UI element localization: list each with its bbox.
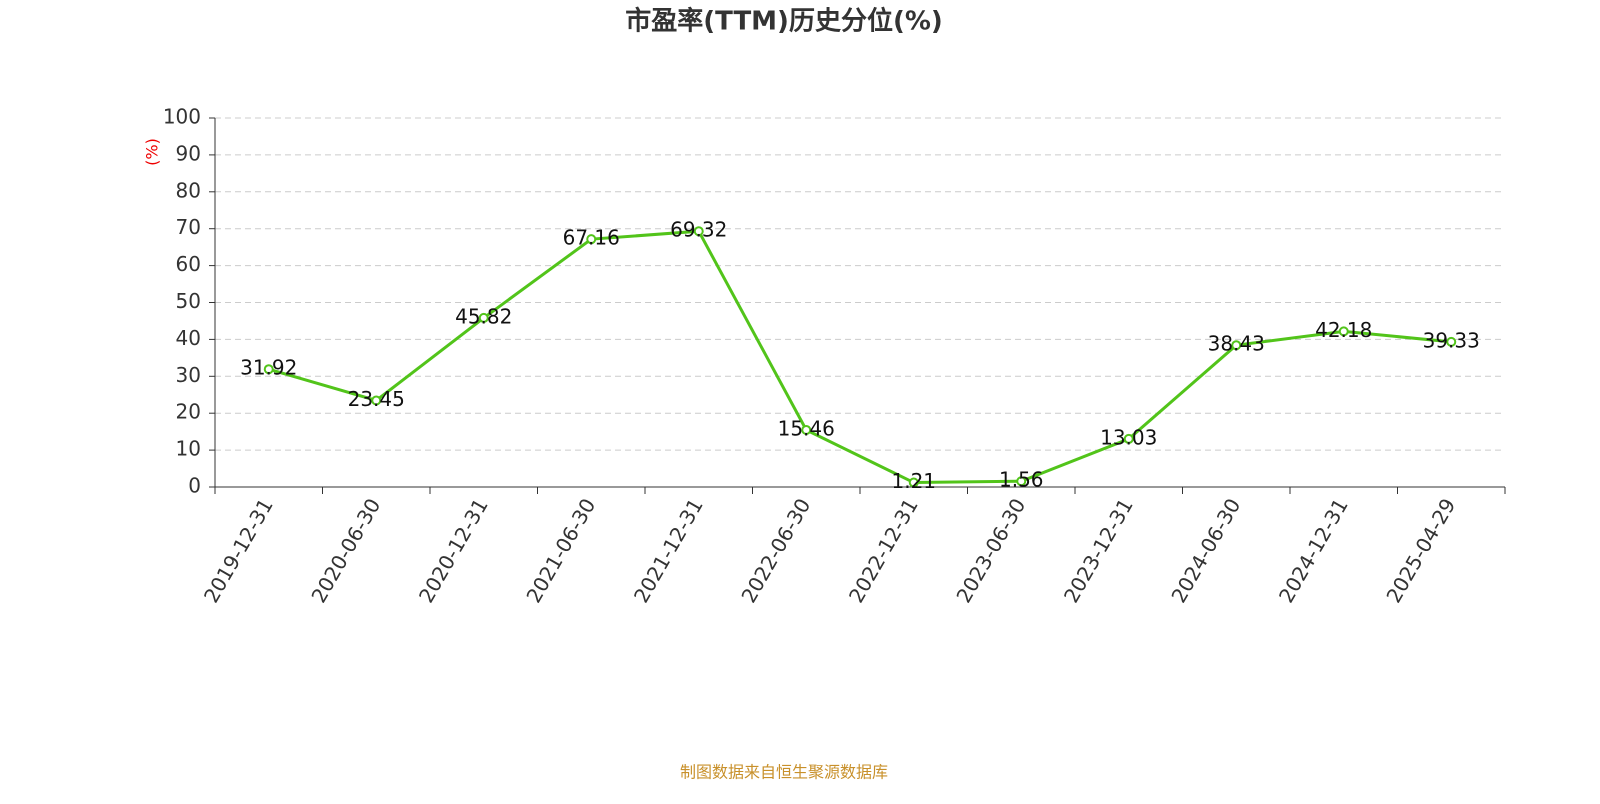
data-label: 31.92: [240, 356, 297, 380]
y-axis-label: (%): [143, 138, 162, 166]
point: [1446, 336, 1457, 347]
data-label: 42.18: [1315, 318, 1372, 342]
y-tick-label: 50: [176, 289, 201, 313]
data-label: 13.03: [1100, 425, 1157, 449]
data-label: 38.43: [1208, 332, 1265, 356]
x-tick-label: 2024-12-31: [1274, 494, 1353, 607]
point: [371, 395, 382, 406]
y-tick-label: 90: [176, 141, 201, 165]
data-label: 69.32: [670, 218, 727, 242]
point: [478, 312, 489, 323]
point: [1338, 326, 1349, 337]
x-tick-label: 2021-06-30: [521, 494, 600, 607]
data-label: 39.33: [1423, 328, 1480, 352]
point: [1231, 340, 1242, 351]
point: [1016, 476, 1027, 487]
x-tick-label: 2023-12-31: [1059, 494, 1138, 607]
x-tick-label: 2023-06-30: [951, 494, 1030, 607]
point: [263, 364, 274, 375]
y-tick-label: 10: [176, 437, 201, 461]
point: [1123, 433, 1134, 444]
y-tick-label: 70: [176, 215, 201, 239]
y-tick-label: 40: [176, 326, 201, 350]
point: [801, 424, 812, 435]
point: [586, 234, 597, 245]
point: [693, 226, 704, 237]
y-tick-label: 20: [176, 400, 201, 424]
source-note: 制图数据来自恒生聚源数据库: [680, 763, 888, 782]
chart-title: 市盈率(TTM)历史分位(%): [625, 6, 943, 37]
y-tick-label: 60: [176, 252, 201, 276]
line: [268, 229, 1452, 485]
data-label: 23.45: [348, 387, 405, 411]
y-tick-label: 0: [188, 474, 201, 498]
data-label: 1.56: [999, 468, 1044, 492]
x-tick-label: 2022-06-30: [736, 494, 815, 607]
x-tick-label: 2019-12-31: [199, 494, 278, 607]
x-tick-label: 2020-06-30: [306, 494, 385, 607]
data-label: 15.46: [778, 416, 835, 440]
x-tick-label: 2022-12-31: [844, 494, 923, 607]
y-tick-label: 80: [176, 178, 201, 202]
x-tick-label: 2021-12-31: [629, 494, 708, 607]
x-tick-label: 2024-06-30: [1166, 494, 1245, 607]
data-label: 1.21: [891, 469, 936, 493]
y-tick-label: 30: [176, 363, 201, 387]
data-label: 67.16: [563, 226, 620, 250]
data-label: 45.82: [455, 304, 512, 328]
y-tick-label: 100: [163, 105, 201, 129]
point: [908, 477, 919, 488]
x-tick-label: 2025-04-29: [1381, 494, 1460, 607]
x-tick-label: 2020-12-31: [414, 494, 493, 607]
